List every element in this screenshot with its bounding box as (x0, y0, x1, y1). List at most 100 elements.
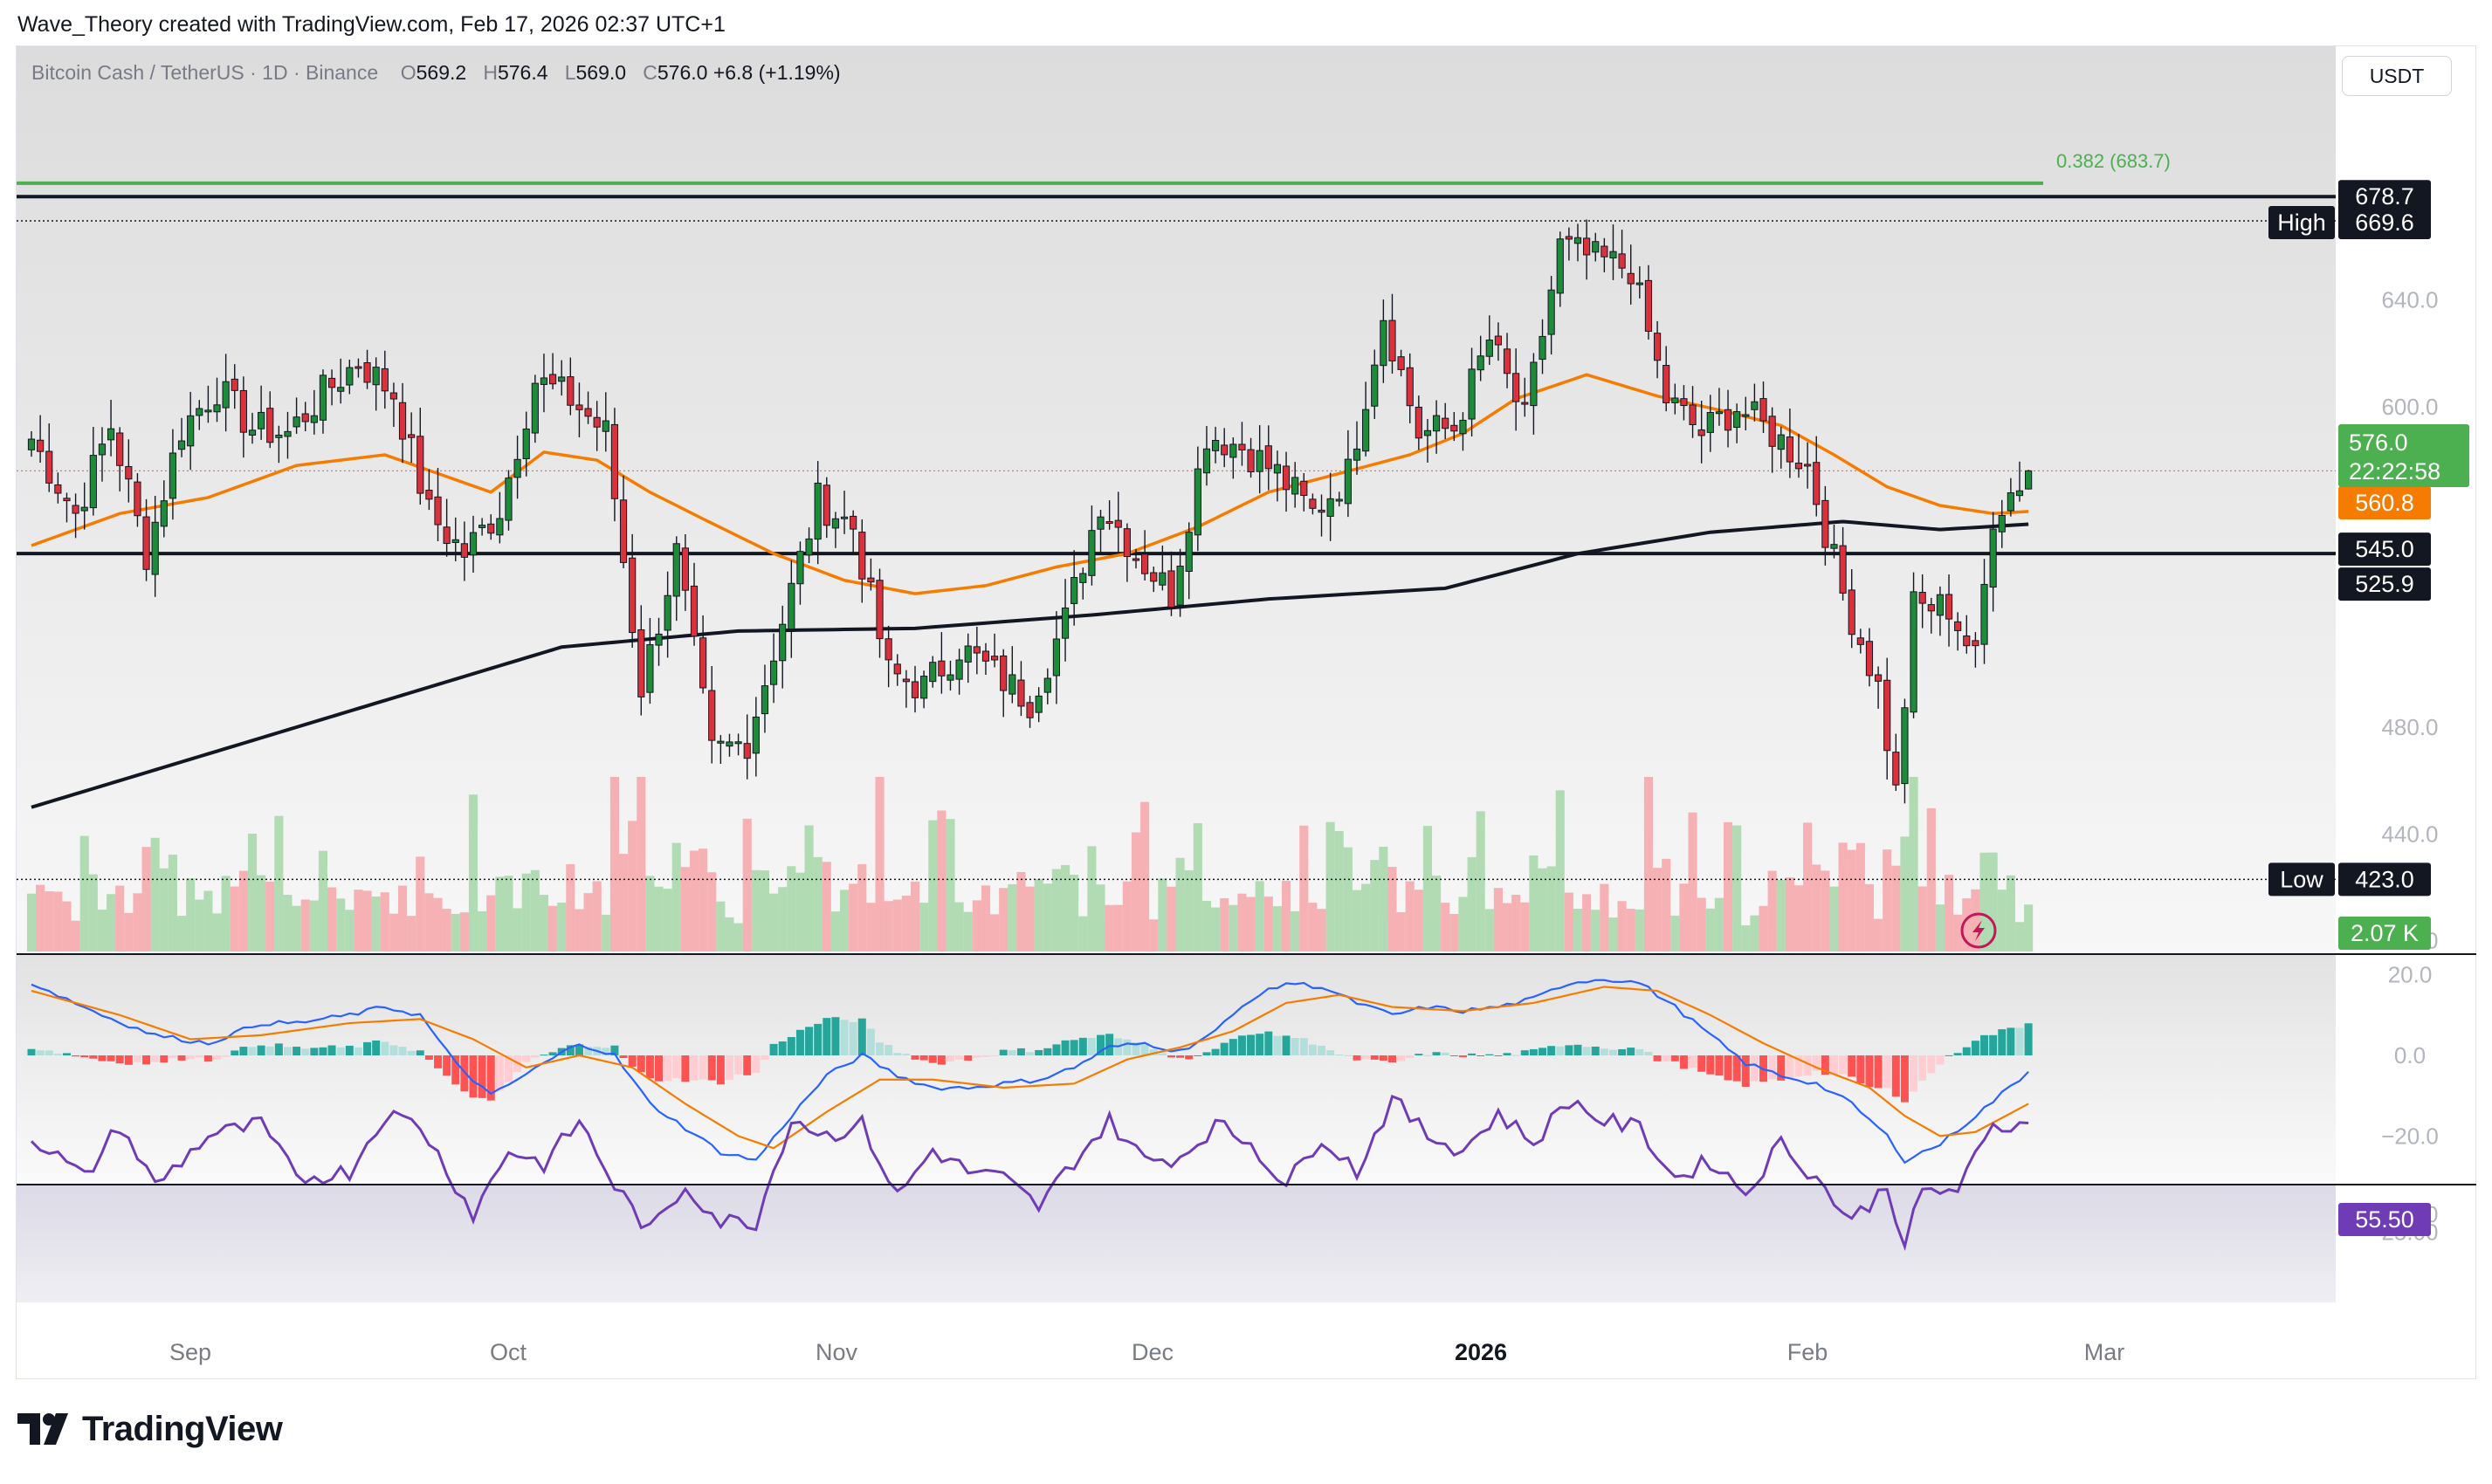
candle[interactable] (1856, 629, 1864, 654)
candle[interactable] (346, 360, 354, 395)
candle[interactable] (1892, 733, 1900, 791)
candle[interactable] (1415, 395, 1422, 450)
candle[interactable] (558, 360, 566, 396)
candle[interactable] (125, 439, 133, 503)
candle[interactable] (1768, 407, 1776, 473)
candle[interactable] (1150, 567, 1158, 593)
candle[interactable] (681, 533, 689, 611)
candle[interactable] (337, 358, 345, 404)
candle[interactable] (981, 642, 990, 675)
candle[interactable] (275, 425, 283, 464)
candle[interactable] (27, 431, 36, 457)
candle[interactable] (381, 350, 389, 409)
candle[interactable] (169, 429, 177, 520)
low-price-tag[interactable]: 423.0 (2338, 862, 2431, 897)
candle[interactable] (990, 633, 999, 668)
candle[interactable] (1291, 462, 1299, 508)
candle[interactable] (1459, 412, 1467, 451)
candle[interactable] (134, 473, 141, 527)
candle[interactable] (1865, 628, 1874, 687)
candle[interactable] (531, 374, 539, 443)
candle[interactable] (460, 521, 468, 581)
candle[interactable] (1901, 698, 1909, 804)
candle[interactable] (1697, 400, 1705, 464)
candle[interactable] (1786, 408, 1793, 478)
candle[interactable] (1618, 230, 1626, 278)
candle[interactable] (416, 407, 424, 505)
candle[interactable] (187, 391, 195, 471)
candle[interactable] (1043, 668, 1051, 704)
high-label-box[interactable]: High (2268, 206, 2335, 240)
candle[interactable] (1061, 579, 1070, 662)
candle[interactable] (1221, 428, 1229, 468)
candle[interactable] (1742, 396, 1750, 431)
candle[interactable] (1353, 421, 1361, 475)
candle[interactable] (451, 517, 459, 562)
candle[interactable] (1256, 425, 1263, 494)
candle[interactable] (672, 536, 680, 622)
candle[interactable] (231, 364, 238, 409)
rsi-value-tag[interactable]: 55.50 (2338, 1203, 2431, 1236)
candle[interactable] (646, 617, 654, 704)
candle[interactable] (1397, 349, 1405, 377)
candle[interactable] (1477, 335, 1484, 381)
candle[interactable] (310, 389, 318, 435)
candle[interactable] (840, 491, 849, 534)
candle[interactable] (1194, 446, 1201, 552)
candle[interactable] (902, 670, 910, 708)
candle[interactable] (1874, 666, 1883, 709)
resistance-price-tag[interactable]: 678.7 (2338, 180, 2431, 214)
candle[interactable] (1936, 586, 1945, 636)
candle[interactable] (1494, 322, 1503, 361)
candle[interactable] (505, 470, 513, 531)
candle[interactable] (1132, 548, 1140, 569)
candle[interactable] (89, 426, 97, 516)
candle[interactable] (1273, 450, 1282, 502)
candle[interactable] (1662, 346, 1670, 412)
candle[interactable] (434, 468, 442, 542)
candle[interactable] (1954, 612, 1962, 651)
candle[interactable] (1380, 299, 1387, 383)
candle[interactable] (1326, 472, 1334, 541)
candle[interactable] (1592, 232, 1600, 262)
candle[interactable] (355, 358, 362, 378)
candle[interactable] (63, 492, 71, 523)
candle[interactable] (1442, 402, 1449, 440)
candle[interactable] (1335, 491, 1343, 507)
candle[interactable] (788, 560, 795, 658)
candle[interactable] (1830, 525, 1838, 559)
candle[interactable] (425, 469, 433, 511)
candle[interactable] (1972, 632, 1979, 668)
candle[interactable] (1918, 574, 1926, 629)
candle[interactable] (266, 391, 274, 449)
candle[interactable] (1512, 348, 1520, 431)
candle[interactable] (45, 423, 53, 492)
candle[interactable] (1839, 526, 1847, 601)
candle[interactable] (142, 498, 150, 581)
candle[interactable] (1813, 436, 1821, 517)
candle[interactable] (575, 382, 583, 437)
candle[interactable] (80, 482, 88, 530)
candle[interactable] (567, 357, 575, 416)
candle[interactable] (408, 412, 416, 464)
candle[interactable] (487, 514, 495, 540)
candle[interactable] (1573, 223, 1582, 262)
candle[interactable] (761, 664, 769, 733)
candle[interactable] (955, 649, 963, 695)
candle[interactable] (37, 415, 45, 463)
candle[interactable] (593, 401, 601, 451)
candle[interactable] (1927, 597, 1935, 634)
candle[interactable] (664, 571, 671, 658)
candle[interactable] (1609, 224, 1617, 280)
candle[interactable] (1777, 426, 1785, 469)
candle[interactable] (1035, 687, 1043, 723)
candle[interactable] (1724, 389, 1732, 448)
candle[interactable] (1309, 493, 1317, 515)
candle[interactable] (116, 427, 124, 491)
candle[interactable] (1344, 429, 1352, 518)
candle[interactable] (107, 400, 115, 457)
candle[interactable] (160, 480, 168, 538)
candle[interactable] (1406, 353, 1414, 423)
candle[interactable] (1211, 426, 1220, 464)
candle[interactable] (1264, 425, 1272, 491)
